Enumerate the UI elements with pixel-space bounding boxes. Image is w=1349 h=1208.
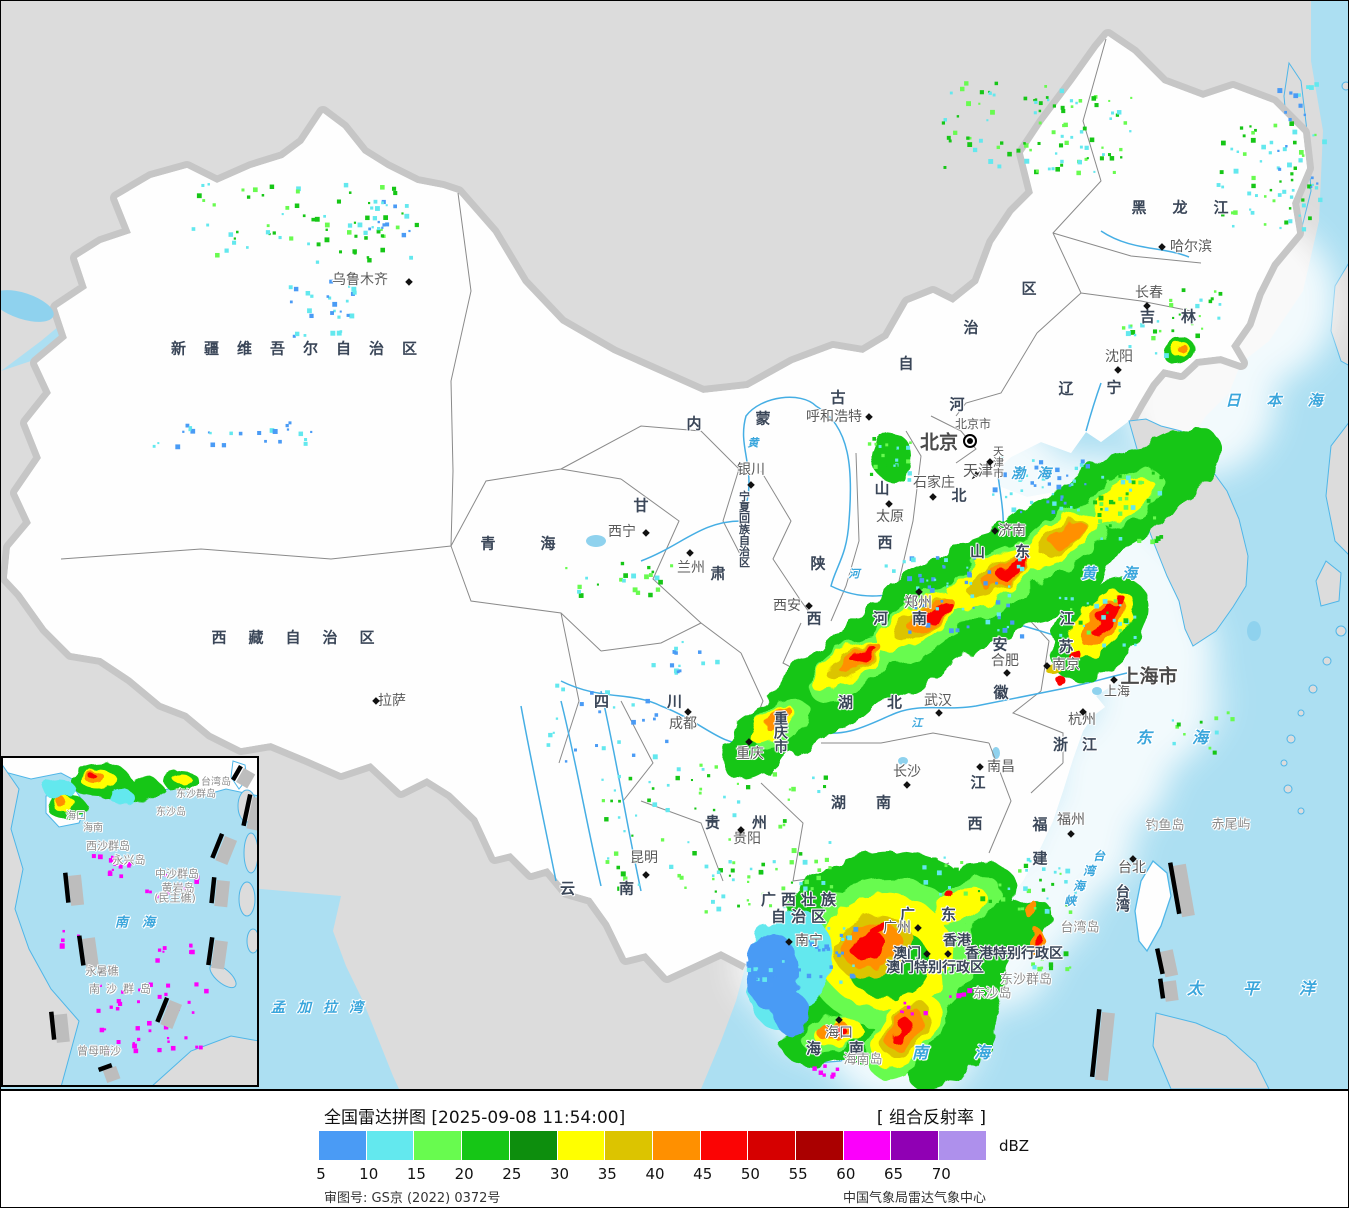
colorbar-tick-35: 35 xyxy=(597,1165,617,1183)
inset-indochina xyxy=(1,762,80,1087)
colorbar-segment-50 xyxy=(748,1131,796,1160)
colorbar-segment-20 xyxy=(462,1131,509,1160)
radar-echoes xyxy=(722,337,1222,1089)
colorbar-tick-45: 45 xyxy=(693,1165,713,1183)
legend-title: 全国雷达拼图 [2025-09-08 11:54:00] xyxy=(324,1108,626,1128)
radar-speckles xyxy=(152,81,1327,1079)
legend-unit: dBZ xyxy=(999,1137,1030,1155)
legend-panel: 全国雷达拼图 [2025-09-08 11:54:00] [ 组合反射率 ] d… xyxy=(1,1089,1348,1207)
tianjin-arrow xyxy=(971,463,990,480)
colorbar-tick-15: 15 xyxy=(406,1165,426,1183)
colorbar-segment-60 xyxy=(843,1131,891,1160)
colorbar-segment-25 xyxy=(509,1131,557,1160)
colorbar-segment-70 xyxy=(939,1131,986,1160)
south-china-sea-inset xyxy=(1,756,259,1087)
ryukyu-islands xyxy=(1280,81,1348,815)
colorbar-segment-10 xyxy=(366,1131,414,1160)
colorbar-tick-55: 55 xyxy=(788,1165,808,1183)
colorbar-segment-35 xyxy=(605,1131,652,1160)
japan-coast-2 xyxy=(1325,422,1348,555)
colorbar-segment-15 xyxy=(414,1131,462,1160)
colorbar-segment-40 xyxy=(652,1131,700,1160)
taiwan-island xyxy=(1134,860,1172,953)
colorbar-tick-40: 40 xyxy=(645,1165,665,1183)
issuing-agency: 中国气象局雷达气象中心 xyxy=(842,1191,986,1206)
colorbar-tick-20: 20 xyxy=(454,1165,474,1183)
colorbar-tick-65: 65 xyxy=(884,1165,904,1183)
reflectivity-colorbar xyxy=(319,1131,987,1160)
inset-borneo xyxy=(150,1035,259,1087)
colorbar-tick-25: 25 xyxy=(502,1165,522,1183)
colorbar-tick-10: 10 xyxy=(359,1165,379,1183)
colorbar-tick-30: 30 xyxy=(550,1165,570,1183)
colorbar-segment-5 xyxy=(319,1131,366,1160)
colorbar-tick-50: 50 xyxy=(740,1165,760,1183)
kyushu-island xyxy=(1315,560,1342,607)
inset-philippines xyxy=(209,789,259,989)
map-canvas xyxy=(1,1,1348,1089)
colorbar-tick-5: 5 xyxy=(316,1165,326,1183)
colorbar-segment-65 xyxy=(891,1131,939,1160)
china-radar-map: 新疆维吾尔自治区 西藏自治区青海甘肃内蒙古自治区黑龙江 吉林辽宁河北山西山东 河南陕西… xyxy=(1,1,1348,1089)
colorbar-segment-30 xyxy=(557,1131,605,1160)
inset-border xyxy=(1,756,259,1087)
colorbar-segment-45 xyxy=(700,1131,748,1160)
legend-product-name: [ 组合反射率 ] xyxy=(876,1108,986,1128)
colorbar-tick-60: 60 xyxy=(836,1165,856,1183)
colorbar-segment-55 xyxy=(796,1131,843,1160)
nine-dash-line xyxy=(1089,862,1195,1081)
japan-coast-1 xyxy=(1330,263,1348,366)
map-approval-number: 审图号: GS京 (2022) 0372号 xyxy=(324,1191,501,1206)
luzon-island xyxy=(1152,1012,1270,1089)
colorbar-tick-70: 70 xyxy=(931,1165,951,1183)
